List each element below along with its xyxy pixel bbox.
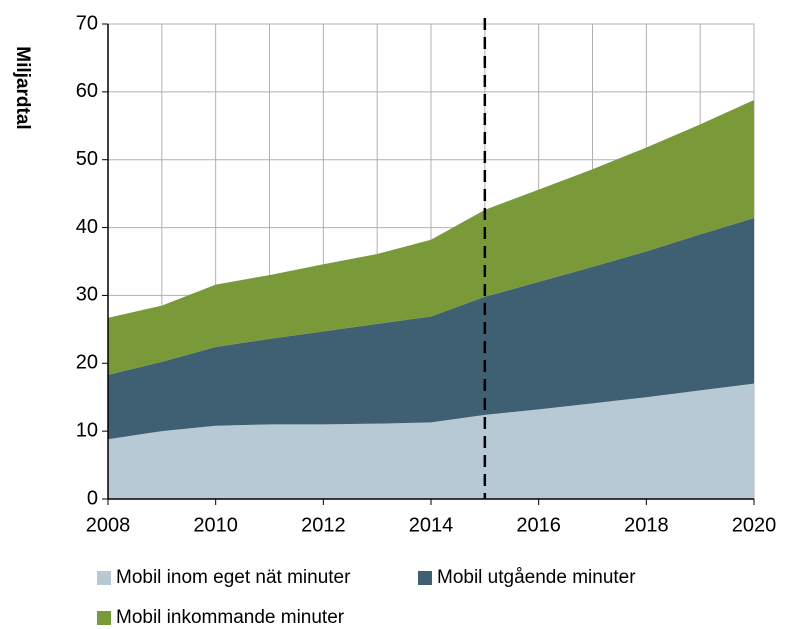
y-tick-label: 0 xyxy=(87,487,98,509)
y-tick-label: 60 xyxy=(76,80,98,102)
y-tick-label: 30 xyxy=(76,284,98,306)
legend-label: Mobil utgående minuter xyxy=(437,567,636,588)
legend-swatch xyxy=(97,571,111,585)
y-tick-label: 40 xyxy=(76,216,98,238)
y-tick-label: 50 xyxy=(76,148,98,170)
legend-label: Mobil inkommande minuter xyxy=(116,607,345,628)
x-tick-label: 2014 xyxy=(409,514,454,536)
y-tick-label: 20 xyxy=(76,352,98,374)
area xyxy=(108,383,754,499)
area xyxy=(108,100,754,375)
x-tick-label: 2008 xyxy=(86,514,131,536)
area xyxy=(108,218,754,440)
x-tick-label: 2018 xyxy=(624,514,669,536)
x-tick-label: 2010 xyxy=(193,514,238,536)
y-tick-label: 70 xyxy=(76,12,98,34)
x-tick-label: 2012 xyxy=(301,514,346,536)
legend-swatch xyxy=(418,571,432,585)
y-axis-label: Miljardtal xyxy=(12,46,33,129)
x-tick-label: 2016 xyxy=(516,514,561,536)
legend-swatch xyxy=(97,611,111,625)
x-tick-label: 2020 xyxy=(732,514,777,536)
y-tick-label: 10 xyxy=(76,419,98,441)
legend-label: Mobil inom eget nät minuter xyxy=(116,567,351,588)
